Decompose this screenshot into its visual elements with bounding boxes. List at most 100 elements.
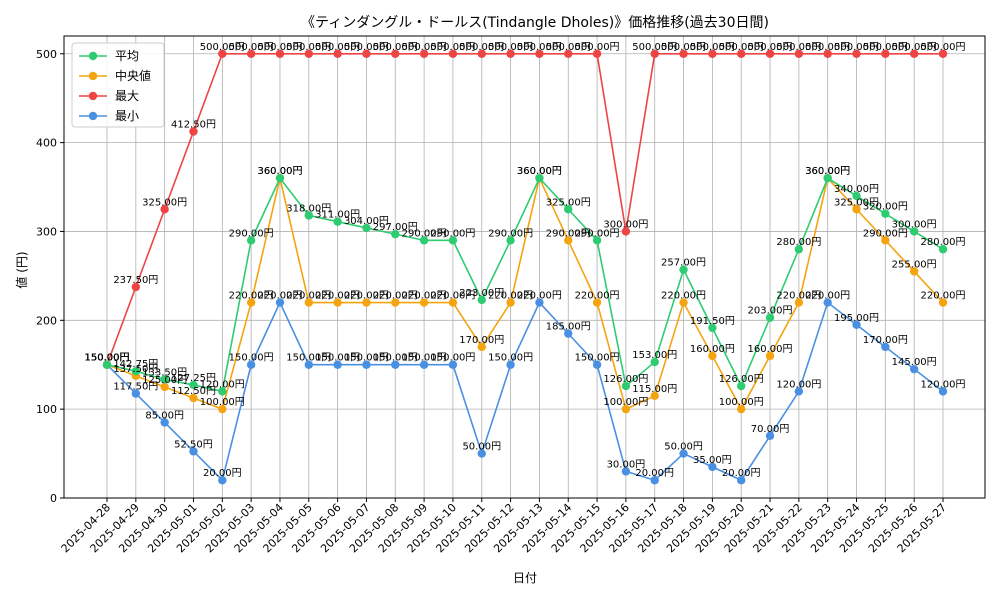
data-point: [304, 298, 313, 307]
data-point: [189, 127, 198, 136]
data-label: 120.00円: [776, 379, 821, 390]
data-point: [823, 173, 832, 183]
data-label: 220.00円: [373, 291, 418, 302]
data-point: [592, 236, 602, 245]
data-point: [765, 431, 775, 441]
data-point: [535, 173, 544, 183]
data-label: 150.00円: [85, 353, 130, 364]
data-point: [477, 295, 486, 305]
data-label: 52.50円: [174, 439, 213, 450]
y-tick-label: 500: [36, 48, 57, 61]
y-tick-label: 100: [36, 403, 57, 416]
data-point: [218, 476, 227, 485]
data-label: 70.00円: [751, 424, 790, 435]
data-label: 360.00円: [517, 166, 562, 177]
y-tick-label: 200: [36, 314, 57, 327]
data-point: [679, 265, 688, 274]
data-label: 150.00円: [402, 353, 447, 364]
data-point: [708, 49, 717, 58]
data-point: [448, 360, 458, 369]
data-point: [621, 467, 631, 476]
y-axis-label: 値 (円): [14, 251, 29, 288]
data-label: 127.25円: [171, 373, 216, 384]
data-point: [362, 298, 371, 307]
chart-title: 《ティンダングル・ドールス(Tindangle Dholes)》価格推移(過去3…: [301, 15, 769, 31]
data-point: [737, 404, 746, 414]
data-point: [246, 298, 256, 307]
data-label: 500.00円: [402, 42, 447, 53]
plot-frame: [63, 35, 986, 499]
y-tick-label: 400: [36, 137, 57, 150]
data-label: 340.00円: [834, 184, 879, 195]
data-label: 145.00円: [892, 357, 937, 368]
data-label: 325.00円: [546, 197, 591, 208]
data-label: 360.00円: [805, 166, 850, 177]
data-label: 500.00円: [488, 42, 533, 53]
y-tick-label: 0: [50, 492, 57, 505]
data-label: 360.00円: [517, 166, 562, 177]
data-label: 100.00円: [200, 397, 245, 408]
data-point: [679, 298, 688, 307]
data-point: [765, 49, 775, 58]
data-point: [881, 209, 890, 218]
data-point: [564, 49, 573, 58]
data-label: 325.00円: [142, 197, 187, 208]
data-label: 150.00円: [85, 353, 130, 364]
data-label: 290.00円: [402, 228, 447, 239]
data-point: [621, 381, 631, 391]
data-point: [592, 360, 602, 369]
data-label: 142.75円: [113, 359, 158, 370]
data-label: 297.00円: [373, 222, 418, 233]
legend-label: 最小: [115, 109, 139, 123]
data-label: 320.00円: [863, 202, 908, 213]
data-point: [160, 382, 169, 392]
data-point: [189, 393, 198, 403]
data-label: 50.00円: [664, 442, 703, 453]
legend-marker: [88, 91, 98, 101]
data-point: [189, 380, 198, 390]
data-label: 150.00円: [286, 353, 331, 364]
data-point: [794, 49, 804, 58]
data-point: [275, 173, 285, 183]
data-point: [275, 49, 285, 58]
data-point: [564, 329, 573, 338]
data-label: 290.00円: [863, 228, 908, 239]
data-point: [160, 205, 169, 214]
data-point: [304, 360, 313, 369]
data-label: 290.00円: [229, 228, 274, 239]
data-label: 220.00円: [402, 291, 447, 302]
data-label: 500.00円: [517, 42, 562, 53]
data-label: 203.00円: [748, 306, 793, 317]
data-point: [362, 49, 371, 58]
data-label: 150.00円: [575, 353, 620, 364]
data-point: [275, 298, 285, 307]
data-point: [852, 320, 861, 329]
data-point: [246, 236, 256, 245]
data-point: [102, 360, 112, 369]
data-point: [391, 229, 400, 239]
data-point: [592, 298, 602, 307]
data-point: [737, 476, 746, 485]
data-label: 20.00円: [722, 468, 761, 479]
data-point: [823, 49, 832, 58]
data-label: 20.00円: [635, 468, 674, 479]
data-label: 220.00円: [430, 291, 475, 302]
data-point: [708, 323, 717, 333]
data-label: 220.00円: [517, 291, 562, 302]
legend-marker: [88, 51, 98, 61]
data-point: [650, 391, 659, 401]
data-label: 195.00円: [834, 313, 879, 324]
data-label: 30.00円: [607, 459, 646, 470]
data-point: [218, 387, 227, 396]
data-label: 120.00円: [921, 379, 966, 390]
data-label: 500.00円: [719, 42, 764, 53]
data-label: 112.50円: [171, 386, 216, 397]
data-point: [391, 360, 400, 369]
data-point: [160, 418, 169, 427]
legend-marker: [88, 71, 98, 81]
data-point: [333, 298, 342, 307]
data-point: [419, 236, 429, 245]
